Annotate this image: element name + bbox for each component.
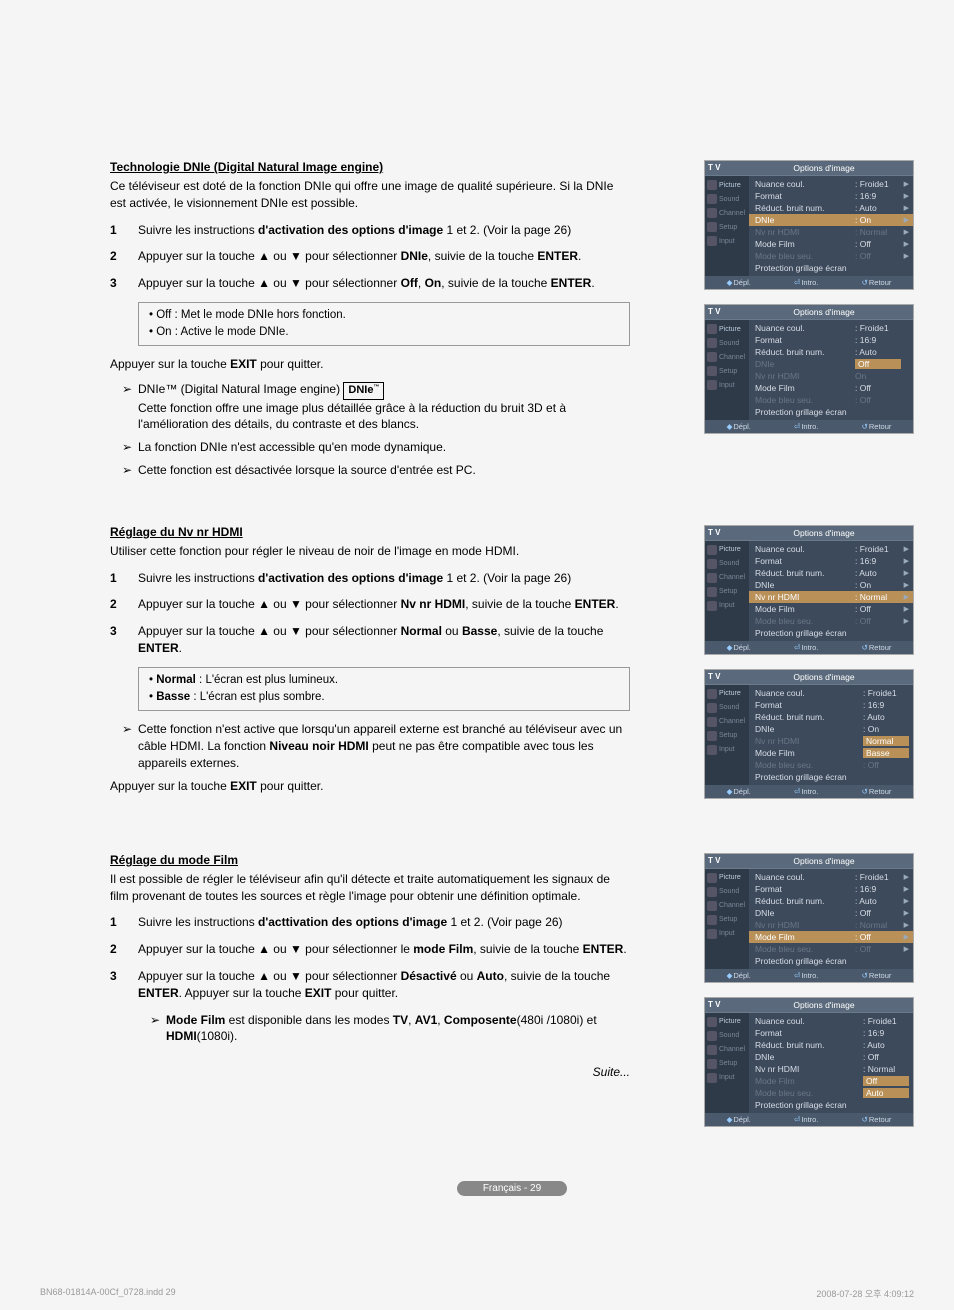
osd-nvnr-select: T VOptions d'image Picture Sound Channel… [704, 525, 914, 655]
osd-modefilm-value: T VOptions d'image Picture Sound Channel… [704, 997, 914, 1127]
sound-icon [707, 194, 717, 204]
setup-icon [707, 222, 717, 232]
footer-file: BN68-01814A-00Cf_0728.indd 29 [40, 1287, 176, 1300]
s1-note1: DNIe™ (Digital Natural Image engine) DNI… [110, 381, 630, 433]
s3-step1: Suivre les instructions d'acttivation de… [110, 914, 630, 931]
channel-icon [707, 208, 717, 218]
osd-nvnr-value: T VOptions d'image Picture Sound Channel… [704, 669, 914, 799]
section3-title: Réglage du mode Film [110, 853, 630, 867]
page-number-badge: Français - 29 [457, 1181, 567, 1196]
s2-note1: Cette fonction n'est active que lorsqu'u… [110, 721, 630, 771]
s1-note3: Cette fonction est désactivée lorsque la… [110, 462, 630, 479]
section2-intro: Utiliser cette fonction pour régler le n… [110, 543, 630, 560]
s2-step1: Suivre les instructions d'activation des… [110, 570, 630, 587]
s1-note2: La fonction DNIe n'est accessible qu'en … [110, 439, 630, 456]
s1-off-on-box: • Off : Met le mode DNIe hors fonction. … [138, 302, 630, 347]
osd-modefilm-select: T VOptions d'image Picture Sound Channel… [704, 853, 914, 983]
picture-icon [707, 180, 717, 190]
s1-exit: Appuyer sur la touche EXIT pour quitter. [110, 356, 630, 373]
s3-step3: Appuyer sur la touche ▲ ou ▼ pour sélect… [110, 968, 630, 1002]
section3-intro: Il est possible de régler le téléviseur … [110, 871, 630, 905]
section2-title: Réglage du Nv nr HDMI [110, 525, 630, 539]
osd-dnie-value: T V Options d'image Picture Sound Channe… [704, 304, 914, 434]
s2-step3: Appuyer sur la touche ▲ ou ▼ pour sélect… [110, 623, 630, 657]
s1-step3: Appuyer sur la touche ▲ ou ▼ pour sélect… [110, 275, 630, 292]
s2-exit: Appuyer sur la touche EXIT pour quitter. [110, 778, 630, 795]
section1-intro: Ce téléviseur est doté de la fonction DN… [110, 178, 630, 212]
s3-note1: Mode Film est disponible dans les modes … [138, 1012, 630, 1046]
s2-step2: Appuyer sur la touche ▲ ou ▼ pour sélect… [110, 596, 630, 613]
input-icon [707, 236, 717, 246]
dnie-logo-icon: DNIe™ [343, 382, 384, 399]
footer-meta: BN68-01814A-00Cf_0728.indd 29 2008-07-28… [40, 1287, 914, 1300]
s1-step2: Appuyer sur la touche ▲ ou ▼ pour sélect… [110, 248, 630, 265]
continue-text: Suite... [110, 1065, 630, 1079]
s1-step1: Suivre les instructions d'activation des… [110, 222, 630, 239]
s2-normal-basse-box: • Normal : L'écran est plus lumineux. • … [138, 667, 630, 712]
section1-title: Technologie DNIe (Digital Natural Image … [110, 160, 630, 174]
osd-dnie-select: T V Options d'image Picture Sound Channe… [704, 160, 914, 290]
s3-step2: Appuyer sur la touche ▲ ou ▼ pour sélect… [110, 941, 630, 958]
footer-timestamp: 2008-07-28 오후 4:09:12 [816, 1287, 914, 1300]
